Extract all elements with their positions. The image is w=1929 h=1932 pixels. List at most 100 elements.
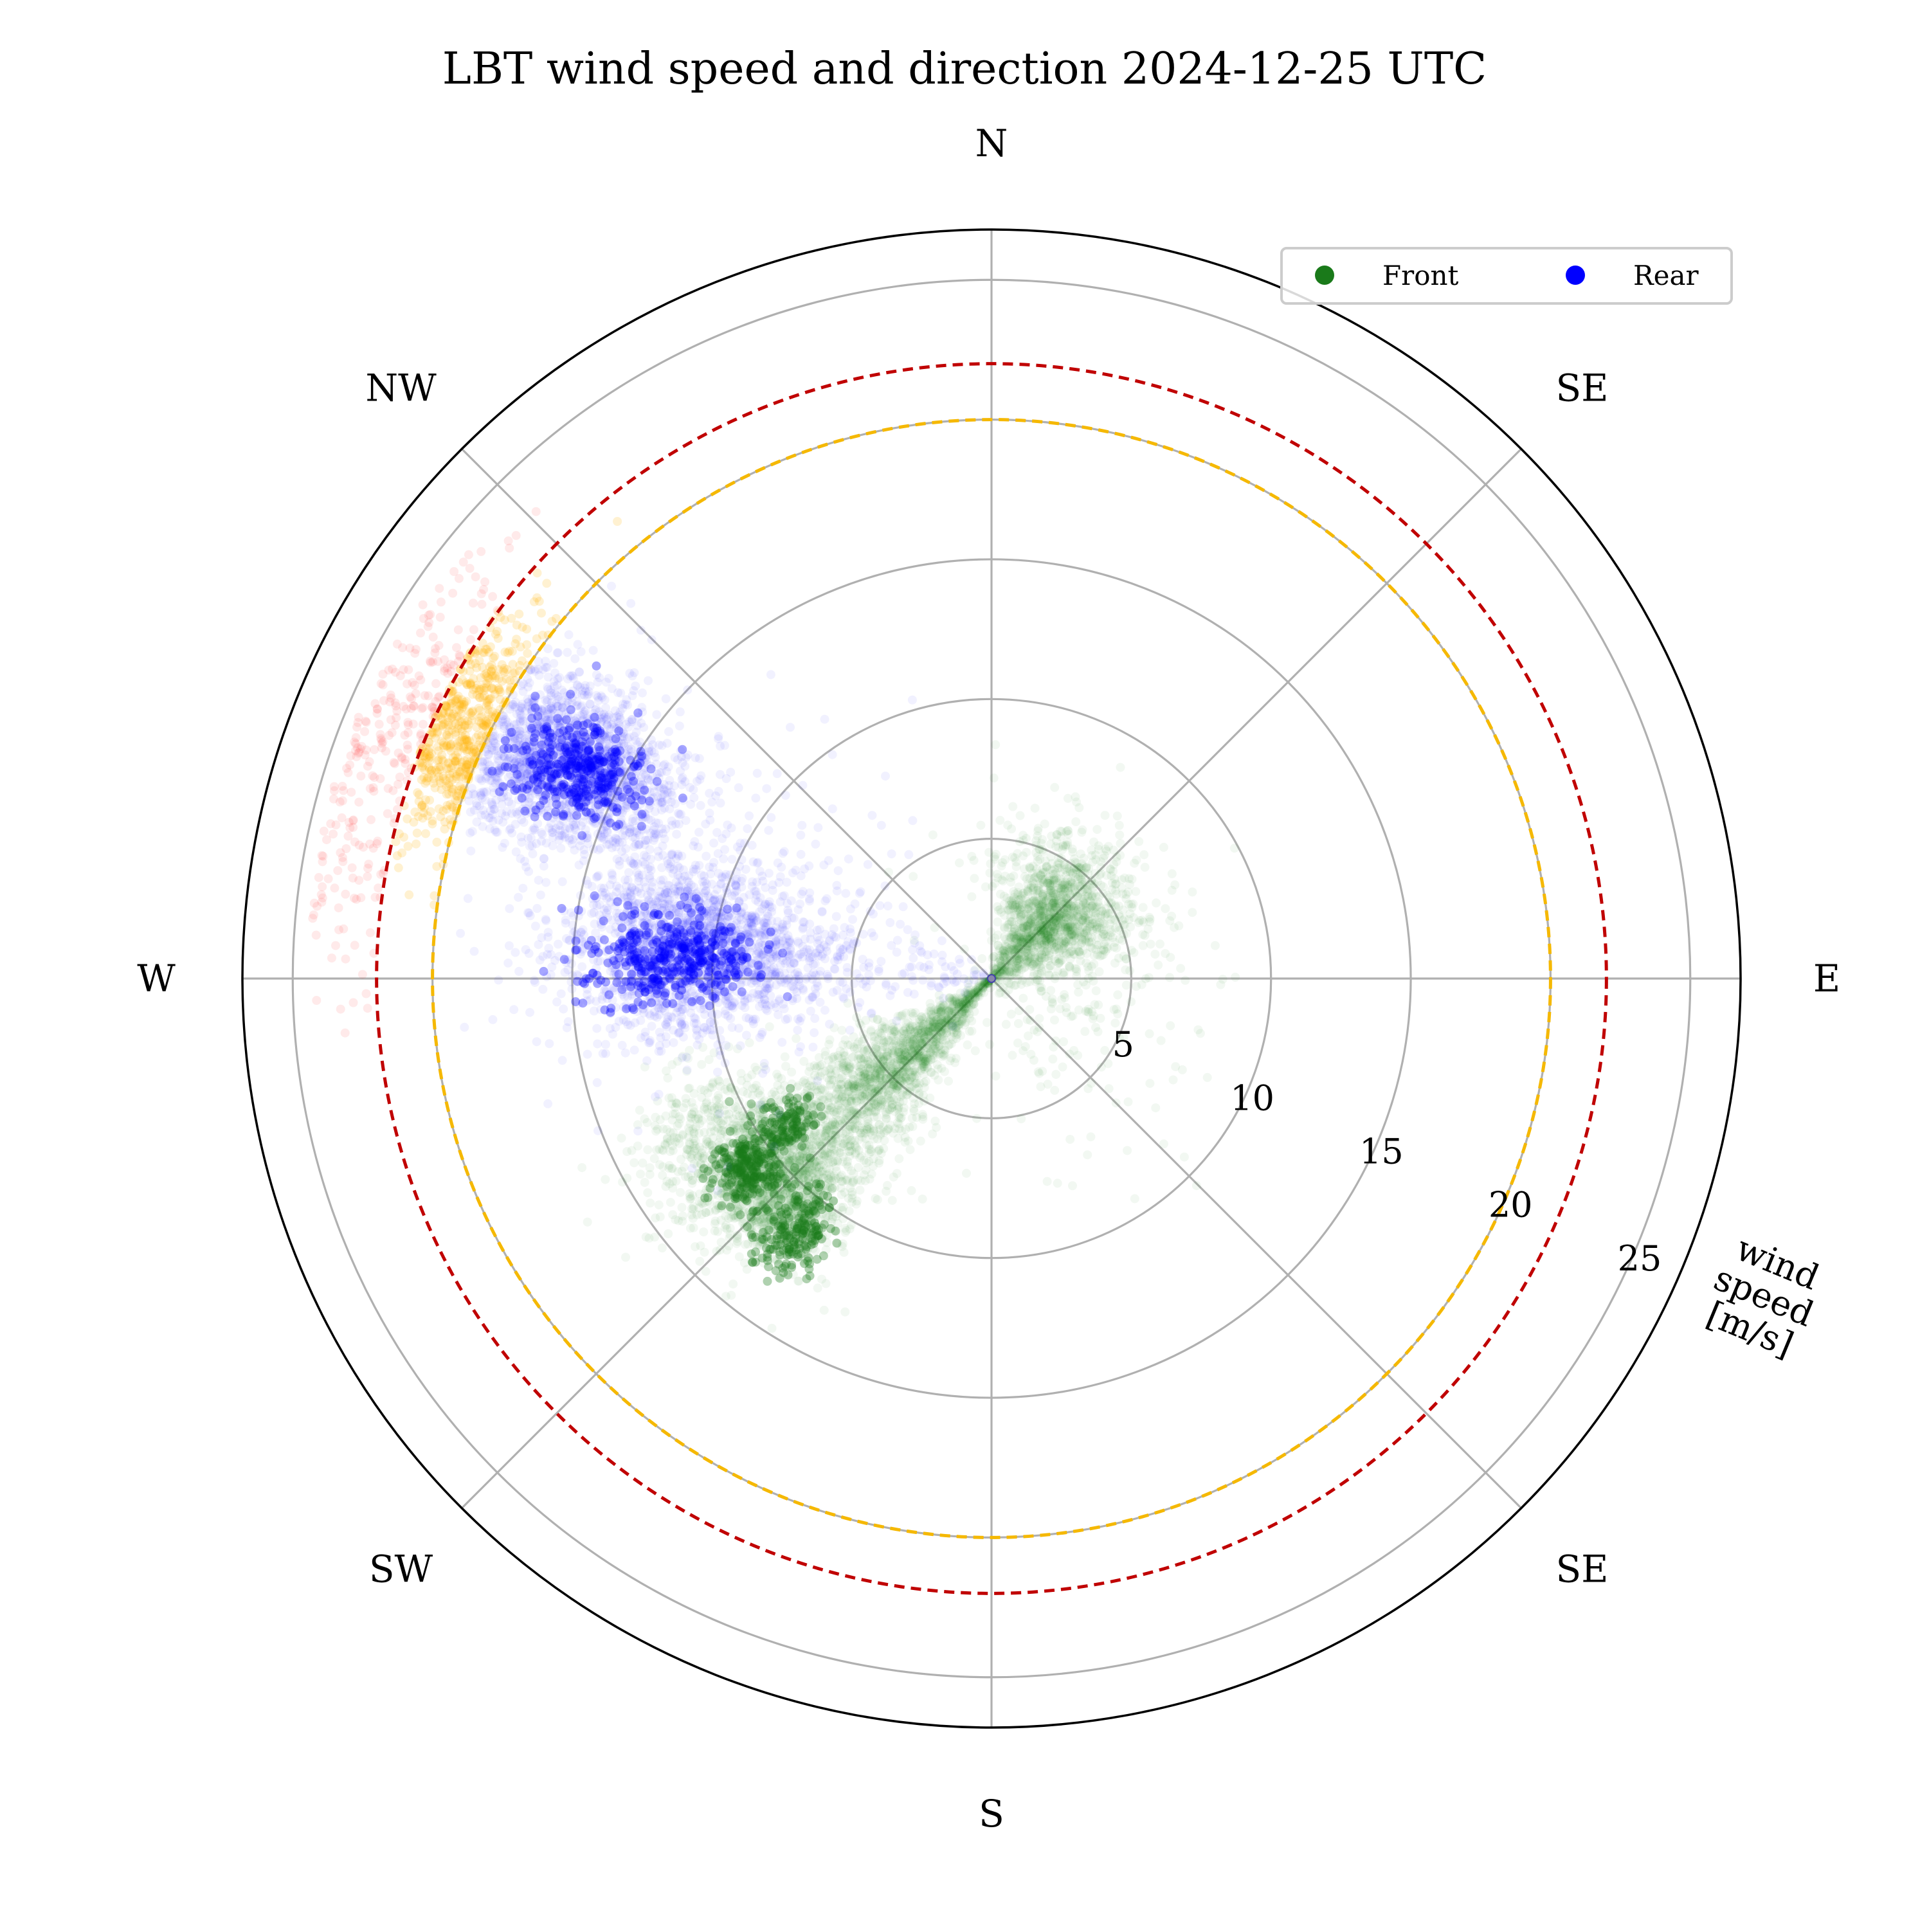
data-point	[826, 1079, 835, 1088]
data-point	[864, 1075, 873, 1084]
data-point	[855, 1038, 864, 1047]
data-point	[1165, 973, 1174, 982]
chart-title: LBT wind speed and direction 2024-12-25 …	[442, 44, 1487, 95]
data-point	[1181, 976, 1190, 985]
points-layer	[308, 507, 1240, 1333]
data-point	[916, 1137, 925, 1146]
data-point	[847, 1114, 856, 1123]
data-point	[1216, 980, 1225, 989]
data-point	[1043, 1177, 1052, 1186]
data-point	[1139, 903, 1148, 912]
data-point	[822, 1138, 831, 1147]
data-point	[1124, 1097, 1133, 1106]
data-point	[735, 1252, 744, 1261]
data-point	[844, 1082, 853, 1091]
data-point	[1087, 851, 1096, 860]
data-point	[932, 1016, 941, 1025]
data-point	[691, 1242, 700, 1251]
data-point	[643, 1188, 652, 1197]
data-point	[1007, 917, 1016, 926]
data-point	[1122, 954, 1131, 963]
data-point	[876, 1052, 885, 1061]
data-point	[871, 1040, 880, 1049]
data-point	[1056, 930, 1065, 939]
data-point	[1161, 904, 1170, 913]
data-point	[909, 872, 918, 881]
data-point	[983, 1018, 992, 1027]
data-point	[1092, 825, 1101, 834]
data-point	[1072, 965, 1081, 974]
data-point	[940, 1067, 949, 1076]
data-point	[840, 1248, 849, 1257]
data-point	[635, 1106, 644, 1115]
data-point	[1056, 883, 1065, 892]
data-point	[821, 1147, 830, 1156]
data-point	[845, 1097, 854, 1106]
data-point	[636, 1169, 645, 1178]
data-point	[1103, 1059, 1112, 1068]
data-point	[862, 1159, 871, 1168]
data-point	[837, 1054, 846, 1063]
data-point	[1141, 863, 1150, 872]
data-point	[678, 1217, 687, 1226]
data-point	[1099, 854, 1108, 863]
data-point	[942, 1014, 951, 1023]
data-point	[918, 1195, 927, 1204]
data-point	[617, 1133, 626, 1142]
data-point	[687, 1110, 696, 1119]
data-point	[847, 1106, 856, 1115]
data-point	[1192, 1181, 1201, 1190]
data-point	[843, 1157, 852, 1166]
data-point	[894, 1154, 903, 1163]
data-point	[909, 1105, 918, 1114]
data-point	[918, 1115, 927, 1124]
data-point	[1003, 820, 1012, 829]
data-point	[831, 1162, 840, 1171]
data-point	[1002, 1020, 1011, 1029]
data-point	[1120, 914, 1129, 923]
data-point	[1134, 837, 1143, 846]
data-point	[682, 1094, 691, 1103]
data-point	[733, 1237, 742, 1246]
data-point	[700, 1248, 709, 1257]
data-point	[882, 1126, 891, 1135]
data-point	[1230, 844, 1239, 853]
data-point	[948, 997, 957, 1006]
data-point	[695, 1257, 704, 1266]
data-point	[859, 1093, 868, 1102]
data-point	[1065, 1135, 1074, 1144]
data-point	[993, 873, 1002, 882]
data-point	[1130, 859, 1139, 868]
data-point	[1145, 1029, 1154, 1038]
data-point	[1077, 933, 1086, 942]
data-point	[858, 1064, 867, 1073]
data-point	[663, 1135, 672, 1144]
data-point	[1082, 980, 1091, 989]
data-point	[993, 917, 1002, 926]
data-point	[1129, 948, 1138, 957]
data-point	[713, 1227, 722, 1236]
data-point	[1088, 891, 1097, 900]
data-point	[1071, 817, 1080, 826]
data-point	[723, 1078, 732, 1087]
data-point	[1026, 954, 1035, 963]
data-point	[1180, 1153, 1189, 1162]
data-point	[1188, 908, 1197, 917]
data-point	[656, 1213, 665, 1222]
data-point	[901, 1063, 910, 1072]
data-point	[687, 1211, 696, 1220]
data-point	[1231, 973, 1240, 982]
data-point	[986, 869, 995, 878]
data-point	[901, 1133, 910, 1142]
data-point	[928, 1130, 937, 1139]
data-point	[837, 1063, 846, 1072]
data-point	[1113, 811, 1122, 820]
data-point	[1159, 1139, 1168, 1148]
data-point	[1059, 941, 1068, 950]
data-point	[1032, 865, 1041, 874]
data-point	[674, 1167, 683, 1176]
data-point	[1146, 940, 1155, 949]
data-point	[837, 1026, 846, 1035]
data-point	[820, 1156, 829, 1165]
